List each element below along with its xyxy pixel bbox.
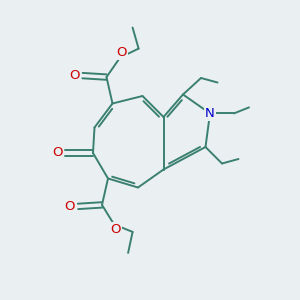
- Text: O: O: [69, 69, 79, 82]
- Text: O: O: [116, 46, 127, 59]
- Text: O: O: [110, 223, 121, 236]
- Text: N: N: [205, 107, 215, 120]
- Text: O: O: [64, 200, 75, 213]
- Text: O: O: [52, 146, 62, 160]
